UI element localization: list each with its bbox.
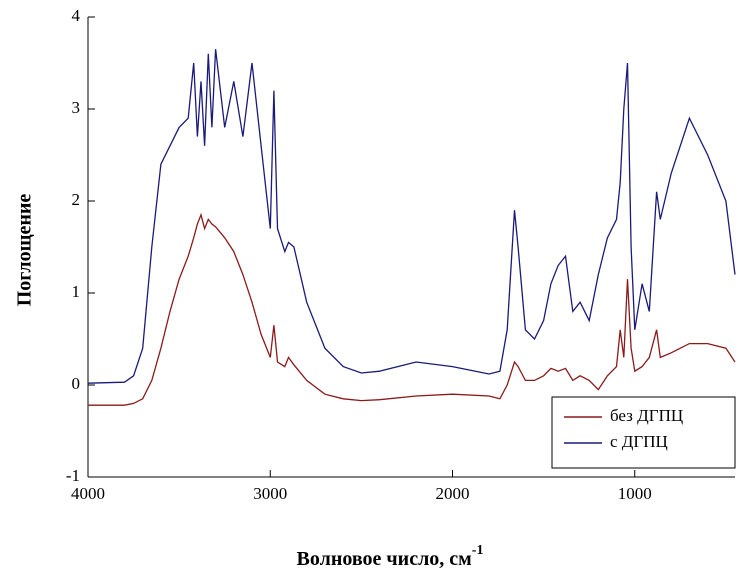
y-tick-label: -1 bbox=[66, 466, 80, 485]
x-tick-label: 2000 bbox=[436, 484, 470, 503]
legend-label: с ДГПЦ bbox=[610, 432, 668, 451]
y-tick-label: 1 bbox=[72, 282, 81, 301]
y-tick-label: 0 bbox=[72, 374, 81, 393]
legend-box bbox=[551, 396, 736, 469]
series-line bbox=[87, 49, 736, 384]
series-line bbox=[88, 212, 736, 406]
x-tick-label: 1000 bbox=[618, 484, 652, 503]
y-tick-label: 4 bbox=[72, 6, 81, 25]
y-axis-title: Поглощение bbox=[14, 194, 36, 307]
legend-label: без ДГПЦ bbox=[610, 406, 683, 425]
x-axis-title: Волновое число, см-1 bbox=[297, 543, 484, 569]
x-label-sup: -1 bbox=[472, 543, 484, 558]
y-tick-label: 3 bbox=[72, 98, 81, 117]
x-tick-label: 4000 bbox=[71, 484, 105, 503]
x-label: Волновое число, см bbox=[297, 548, 472, 570]
x-tick-label: 3000 bbox=[253, 484, 287, 503]
y-tick-label: 2 bbox=[72, 190, 81, 209]
